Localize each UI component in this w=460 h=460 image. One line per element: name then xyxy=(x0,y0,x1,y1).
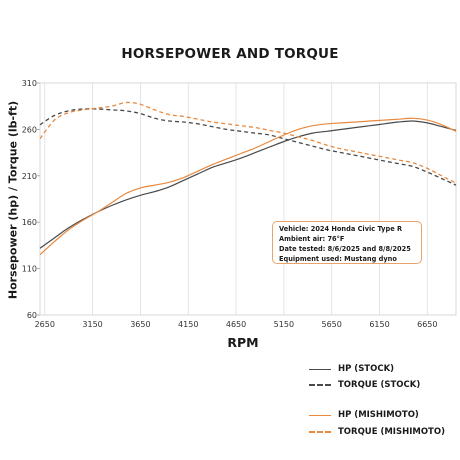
annotation-vehicle: Vehicle: 2024 Honda Civic Type R xyxy=(279,225,403,233)
legend-label: HP (MISHIMOTO) xyxy=(338,410,419,420)
legend-swatch-torque-stock xyxy=(309,384,331,386)
y-tick-label: 260 xyxy=(22,125,37,134)
series-line-hp-stock xyxy=(39,120,457,249)
legend-swatch-hp-mishimoto xyxy=(309,414,331,416)
x-axis-label: RPM xyxy=(227,335,259,350)
series-line-torque-stock xyxy=(39,108,457,186)
plot-frame xyxy=(39,82,457,316)
chart-title: HORSEPOWER AND TORQUE xyxy=(121,46,339,62)
x-tick-label: 4150 xyxy=(178,320,198,329)
tick-labels: 2650 3150 3650 4150 4650 5150 5650 6150 6650 60 11… xyxy=(22,79,438,329)
legend-item-torque-stock: TORQUE (STOCK) xyxy=(309,378,420,392)
test-info-annotation: Vehicle: 2024 Honda Civic Type R Ambient… xyxy=(272,221,422,264)
legend-label: HP (STOCK) xyxy=(338,364,395,374)
annotation-equipment: Equipment used: Mustang dyno xyxy=(279,255,397,263)
y-tick-label: 110 xyxy=(22,265,37,274)
axis-frame xyxy=(39,82,457,316)
x-tick-label: 2650 xyxy=(35,320,55,329)
x-tick-label: 5650 xyxy=(321,320,341,329)
series-line-hp-mishimoto xyxy=(39,117,457,256)
grid-layer xyxy=(37,82,428,316)
legend-label: TORQUE (MISHIMOTO) xyxy=(338,427,445,437)
y-tick-label: 160 xyxy=(22,218,37,227)
series-line-torque-mishimoto xyxy=(39,101,457,184)
x-tick-label: 4650 xyxy=(226,320,246,329)
annotation-ambient-air: Ambient air: 76°F xyxy=(279,235,345,243)
x-tick-label: 6650 xyxy=(417,320,437,329)
series-layer xyxy=(39,101,457,256)
x-tick-label: 6150 xyxy=(369,320,389,329)
annotation-date-tested: Date tested: 8/6/2025 and 8/8/2025 xyxy=(279,245,411,253)
y-tick-label: 310 xyxy=(22,79,37,88)
legend-label: TORQUE (STOCK) xyxy=(338,380,421,390)
y-tick-label: 60 xyxy=(27,311,37,320)
y-tick-label: 210 xyxy=(22,172,37,181)
legend-item-torque-mishimoto: TORQUE (MISHIMOTO) xyxy=(309,425,445,439)
x-tick-label: 5150 xyxy=(274,320,294,329)
legend-swatch-hp-stock xyxy=(309,368,331,370)
x-tick-label: 3650 xyxy=(130,320,150,329)
legend-swatch-torque-mishimoto xyxy=(309,431,331,433)
x-tick-label: 3150 xyxy=(82,320,102,329)
legend-item-hp-mishimoto: HP (MISHIMOTO) xyxy=(309,408,419,422)
legend-item-hp-stock: HP (STOCK) xyxy=(309,362,394,376)
